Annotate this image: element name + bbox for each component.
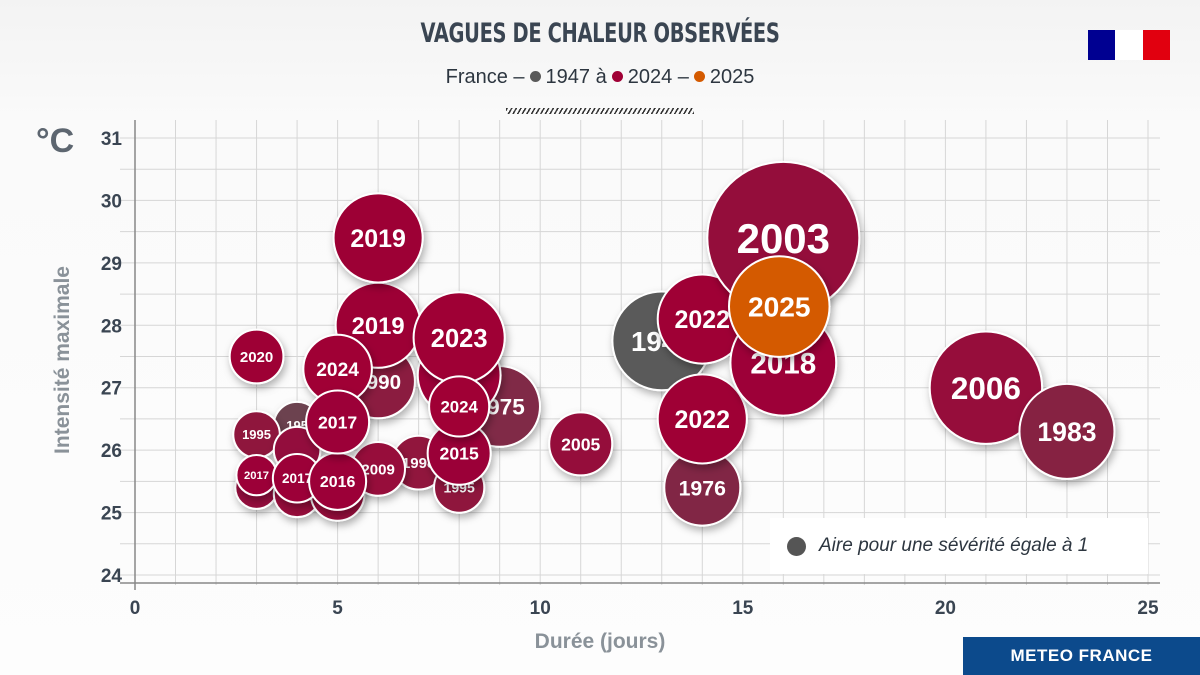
bubble-label: 2017	[244, 470, 269, 482]
bubble-label: 2017	[318, 412, 357, 432]
bubble-label: 2024	[316, 360, 359, 381]
bubble-2006	[928, 330, 1044, 445]
chart-subtitle: France – 1947 à 2024 – 2025	[0, 66, 1200, 89]
hatched-divider	[506, 108, 694, 114]
bubble-2024	[428, 375, 491, 438]
bubble-1983	[1018, 382, 1116, 480]
subtitle-from: 1947 à	[545, 66, 607, 88]
bubble-2017	[305, 389, 371, 455]
y-axis-label: Intensité maximale	[51, 266, 74, 454]
meteo-france-badge: METEO FRANCE	[963, 637, 1200, 675]
bubble-label: 2022	[675, 306, 730, 334]
y-tick-label: 25	[101, 504, 123, 525]
size-legend-circle	[787, 536, 806, 556]
bubble-label: 1998	[402, 455, 435, 472]
chart-title: VAGUES DE CHALEUR OBSERVÉES	[420, 18, 780, 49]
x-tick-label: 5	[332, 598, 343, 619]
bubble-2020	[228, 328, 285, 385]
subtitle-prefix: France –	[445, 66, 525, 88]
bubble-2025	[727, 255, 831, 358]
y-tick-label: 30	[101, 191, 122, 212]
y-unit: °C	[36, 122, 75, 160]
y-tick-label: 26	[101, 441, 122, 462]
size-legend: Aire pour une sévérité égale à 1	[770, 518, 1148, 574]
bubble-2022	[656, 373, 748, 465]
subtitle-to: 2024 –	[627, 66, 689, 88]
legend-dot-oldest	[529, 71, 541, 82]
bubble-label: 2025	[748, 292, 811, 323]
bubble-label: 2015	[440, 444, 479, 464]
bubble-label: 2020	[240, 349, 273, 366]
y-tick-label: 29	[101, 254, 122, 275]
x-tick-label: 0	[130, 598, 141, 619]
bubble-label: 2005	[561, 434, 600, 454]
y-tick-label: 27	[101, 379, 122, 400]
bubble-label: 2003	[737, 215, 830, 262]
bubble-label: 2019	[352, 313, 405, 340]
bubble-label: 2016	[320, 474, 356, 491]
y-tick-label: 28	[101, 316, 122, 337]
bubble-2005	[548, 411, 614, 477]
size-legend-label: Aire pour une sévérité égale à 1	[819, 535, 1089, 556]
bubble-label: 1976	[679, 476, 726, 500]
y-tick-label: 31	[101, 129, 123, 150]
bubble-label: 2023	[431, 325, 488, 353]
bubble-label: 2019	[350, 225, 405, 253]
bubble-label: 2022	[675, 406, 730, 434]
x-tick-label: 20	[935, 598, 956, 619]
y-tick-label: 24	[101, 566, 123, 587]
x-tick-label: 10	[530, 598, 551, 619]
legend-dot-current	[693, 71, 705, 82]
bubble-label: 2006	[951, 371, 1021, 406]
bubble-label: 1983	[1037, 417, 1096, 447]
x-tick-label: 15	[732, 598, 754, 619]
legend-dot-recent	[611, 71, 623, 82]
x-axis-label: Durée (jours)	[534, 630, 666, 653]
bubble-label: 2017	[282, 471, 312, 486]
x-tick-label: 25	[1137, 598, 1159, 619]
marianne-flag-logo	[1088, 30, 1170, 60]
bubble-label: 2024	[440, 397, 478, 416]
bubble-2019	[332, 192, 424, 284]
bubble-label: 2009	[361, 461, 394, 478]
subtitle-current: 2025	[709, 66, 755, 88]
bubble-label: 1995	[242, 427, 271, 442]
